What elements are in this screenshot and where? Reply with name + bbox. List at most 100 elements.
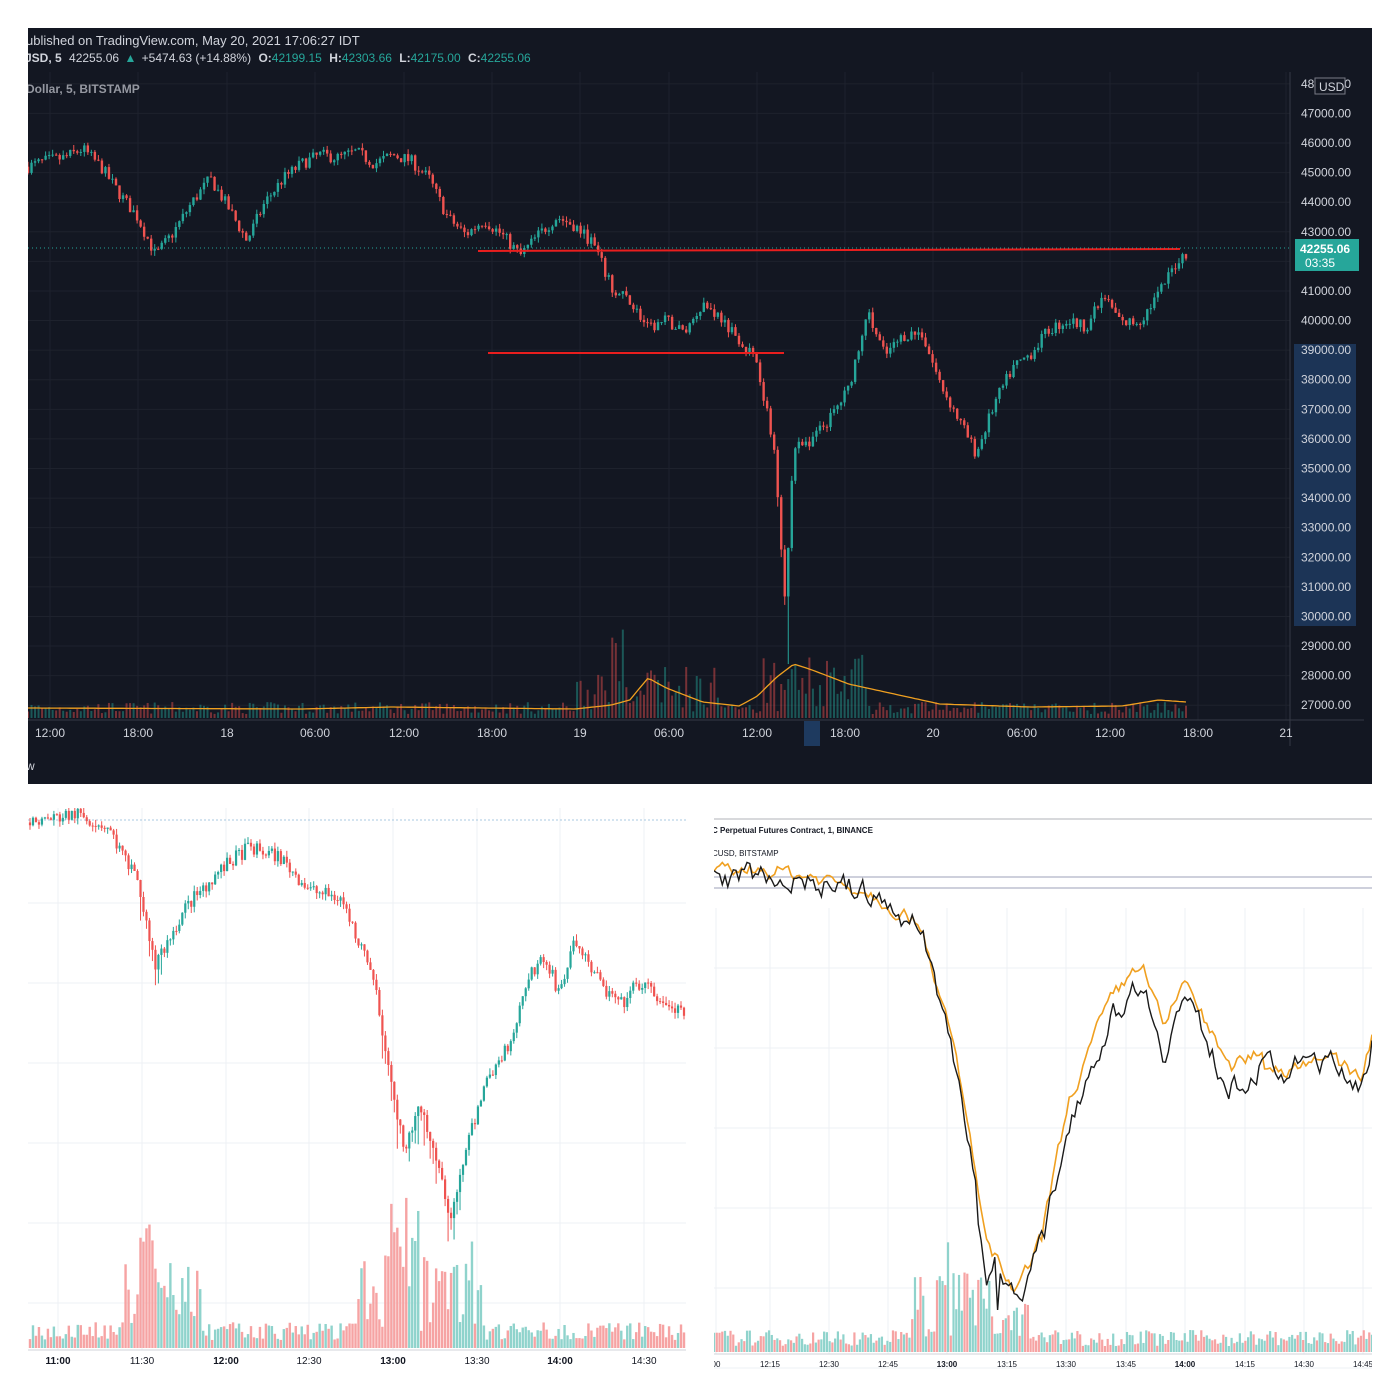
support-line-upper[interactable] [477, 248, 1181, 252]
price-tick-label: 29000.00 [1301, 639, 1351, 653]
volume-bar [974, 1325, 977, 1352]
candle-body [125, 195, 128, 199]
candle-body [776, 449, 779, 498]
candle-body [347, 150, 350, 152]
time-tick-label: 06:00 [1007, 726, 1037, 740]
candle-body [1139, 323, 1142, 325]
candle-body [1117, 312, 1121, 317]
candle-body [476, 1106, 480, 1125]
volume-bar [387, 1256, 390, 1348]
candle-body [579, 225, 582, 234]
volume-bar [305, 713, 308, 718]
volume-bar [632, 701, 635, 718]
candle-body [375, 163, 378, 169]
volume-bar [1296, 1335, 1299, 1352]
volume-bar [1172, 1332, 1175, 1352]
volume-bar [1030, 710, 1033, 718]
candle-body [190, 900, 193, 907]
candle-body [663, 315, 667, 323]
candle-body [339, 897, 342, 901]
volume-bar [1368, 1332, 1371, 1352]
candle-body [625, 291, 628, 296]
volume-bar [322, 704, 325, 718]
volume-bar [1235, 1341, 1239, 1352]
volume-bar [922, 1295, 925, 1352]
volume-bar [1005, 704, 1008, 718]
volume-bar [935, 1280, 939, 1352]
volume-bar [315, 706, 318, 718]
candle-body [533, 967, 536, 975]
volume-bar [575, 1338, 578, 1348]
volume-bar [562, 702, 565, 718]
comparison-line-chart[interactable]: C Perpetual Futures Contract, 1, BINANCE… [712, 808, 1374, 1372]
volume-bar [611, 1331, 614, 1348]
candle-body [82, 812, 85, 818]
volume-bar [382, 706, 385, 718]
volume-bar [565, 706, 568, 718]
volume-bar [1109, 1344, 1112, 1352]
volume-bar [695, 676, 698, 718]
candle-body [614, 993, 617, 998]
volume-bar [1132, 704, 1135, 718]
volume-bar [1174, 704, 1177, 718]
candle-body [172, 930, 175, 940]
volume-bar [351, 1323, 354, 1348]
series-line-orange[interactable] [713, 861, 1373, 1293]
candle-body [1015, 360, 1019, 365]
volume-bar [670, 1334, 674, 1348]
volume-bar [428, 1322, 432, 1348]
volume-bar [482, 1325, 486, 1348]
volume-bar [625, 687, 628, 718]
volume-bar [350, 711, 353, 718]
candle-body [679, 1005, 683, 1008]
high-label: H: [329, 51, 342, 65]
candle-body [641, 987, 644, 990]
last-price-box[interactable] [1295, 239, 1359, 271]
volume-bar [31, 1325, 35, 1348]
candle-body [40, 818, 44, 825]
volume-bar [1068, 711, 1071, 718]
price-tick-label: 45000.00 [1301, 166, 1351, 180]
candle-body [533, 237, 537, 239]
volume-bar [1073, 1338, 1076, 1352]
btc-5min-chart[interactable]: 48000.0047000.0046000.0045000.0044000.00… [25, 28, 1372, 784]
volume-bar [153, 702, 156, 718]
candle-body [234, 850, 238, 866]
candle-body [688, 323, 691, 333]
candle-body [794, 448, 797, 481]
legend-bitstamp[interactable]: CUSD, BITSTAMP [712, 849, 779, 858]
volume-bar [790, 669, 793, 718]
volume-bar [897, 1339, 900, 1352]
legend-binance[interactable]: C Perpetual Futures Contract, 1, BINANCE [712, 826, 874, 835]
candle-body [1029, 355, 1033, 359]
candle-body [230, 209, 234, 211]
candle-body [280, 182, 283, 185]
volume-bar [1033, 704, 1036, 718]
candle-body [600, 252, 603, 258]
volume-bar [1068, 1339, 1071, 1352]
candle-body [366, 950, 369, 963]
volume-bar [172, 1295, 175, 1348]
volume-bar [283, 705, 286, 718]
volume-bar [536, 1330, 539, 1348]
candle-body [136, 870, 139, 881]
candle-body [325, 149, 329, 154]
volume-bar [1307, 1343, 1310, 1352]
candle-body [956, 408, 959, 419]
volume-bar [58, 707, 61, 718]
volume-bar [896, 712, 899, 718]
volume-bar [405, 1197, 408, 1348]
candle-body [602, 979, 605, 986]
binance-1min-chart[interactable]: 11:00 11:30 12:00 12:30 13:00 13:30 14:00 14:30 [28, 802, 686, 1384]
series-line-black[interactable] [713, 861, 1373, 1311]
volume-bar [61, 1338, 65, 1348]
volume-bar [1100, 711, 1103, 718]
series-legend[interactable]: Dollar, 5, BITSTAMP [26, 82, 140, 96]
candle-body [196, 891, 199, 896]
volume-bar [30, 704, 33, 718]
volume-bar [291, 1332, 294, 1348]
candle-body [432, 1140, 435, 1148]
volume-bar [213, 1329, 217, 1348]
volume-bar [1197, 1340, 1200, 1352]
volume-bar [590, 709, 593, 718]
